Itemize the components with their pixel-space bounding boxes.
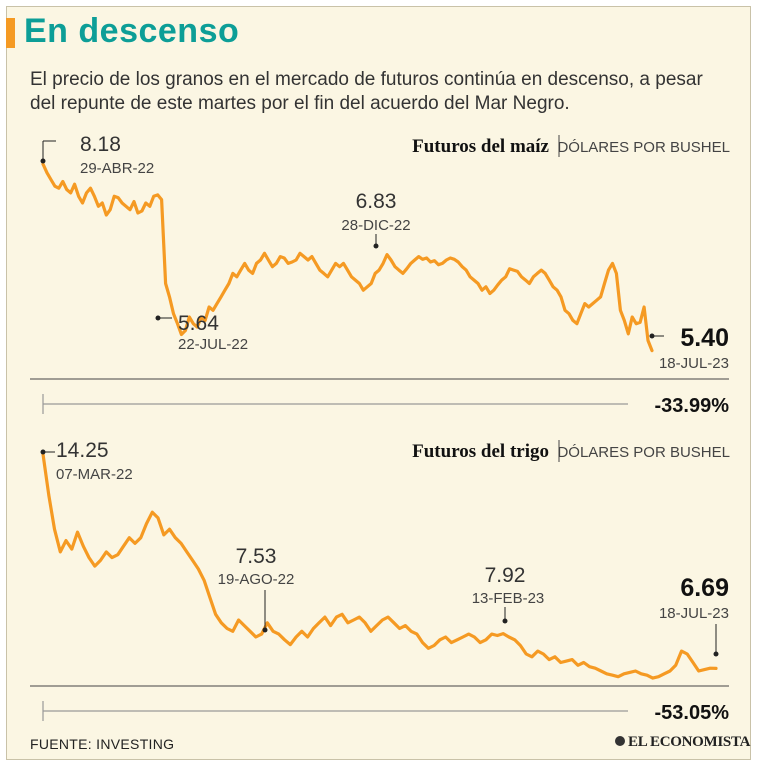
wheat-last-value: 6.69 — [680, 574, 729, 602]
corn-min-marker — [155, 315, 161, 321]
publisher-logo: EL ECONOMISTA — [615, 734, 750, 751]
corn-change-percent: -33.99% — [655, 395, 730, 417]
wheat-chart: Futuros del trigo DÓLARES POR BUSHEL 14.… — [30, 439, 730, 724]
wheat-max-date: 07-MAR-22 — [56, 466, 133, 483]
wheat-mid1-value: 7.53 — [236, 545, 277, 568]
publisher-logo-text: EL ECONOMISTA — [628, 734, 751, 750]
corn-series-line — [41, 162, 654, 353]
corn-last-date: 18-JUL-23 — [659, 355, 729, 372]
corn-peak2-value: 6.83 — [356, 190, 397, 213]
wheat-last-date: 18-JUL-23 — [659, 605, 729, 622]
logo-mark-icon — [615, 736, 625, 746]
infographic-frame — [6, 6, 751, 760]
corn-max-date: 29-ABR-22 — [80, 160, 154, 177]
page-subtitle: El precio de los granos en el mercado de… — [30, 69, 703, 114]
corn-chart: Futuros del maíz DÓLARES POR BUSHEL 8.18… — [30, 133, 730, 417]
wheat-change-percent: -53.05% — [655, 702, 730, 724]
page-title: En descenso — [24, 12, 240, 50]
title-accent-bar — [6, 18, 15, 48]
wheat-last-marker — [713, 651, 719, 657]
wheat-mid2-date: 13-FEB-23 — [472, 590, 545, 607]
wheat-mid2-marker — [502, 618, 508, 624]
corn-max-value: 8.18 — [80, 133, 121, 156]
corn-min-date: 22-JUL-22 — [178, 336, 248, 353]
corn-min-value: 5.64 — [178, 312, 219, 335]
wheat-mid1-date: 19-AGO-22 — [218, 571, 295, 588]
corn-chart-unit: DÓLARES POR BUSHEL — [557, 139, 730, 156]
source-note: FUENTE: INVESTING — [30, 736, 175, 752]
corn-peak2-marker — [373, 243, 379, 249]
corn-peak2-date: 28-DIC-22 — [341, 217, 410, 234]
corn-last-value: 5.40 — [680, 324, 729, 352]
wheat-max-value: 14.25 — [56, 439, 109, 462]
corn-chart-title: Futuros del maíz — [412, 136, 549, 157]
wheat-mid1-marker — [262, 627, 268, 633]
wheat-mid2-value: 7.92 — [485, 564, 526, 587]
corn-max-marker — [40, 158, 46, 164]
wheat-chart-title: Futuros del trigo — [412, 441, 549, 462]
wheat-chart-unit: DÓLARES POR BUSHEL — [557, 444, 730, 461]
wheat-series-line — [41, 452, 718, 680]
